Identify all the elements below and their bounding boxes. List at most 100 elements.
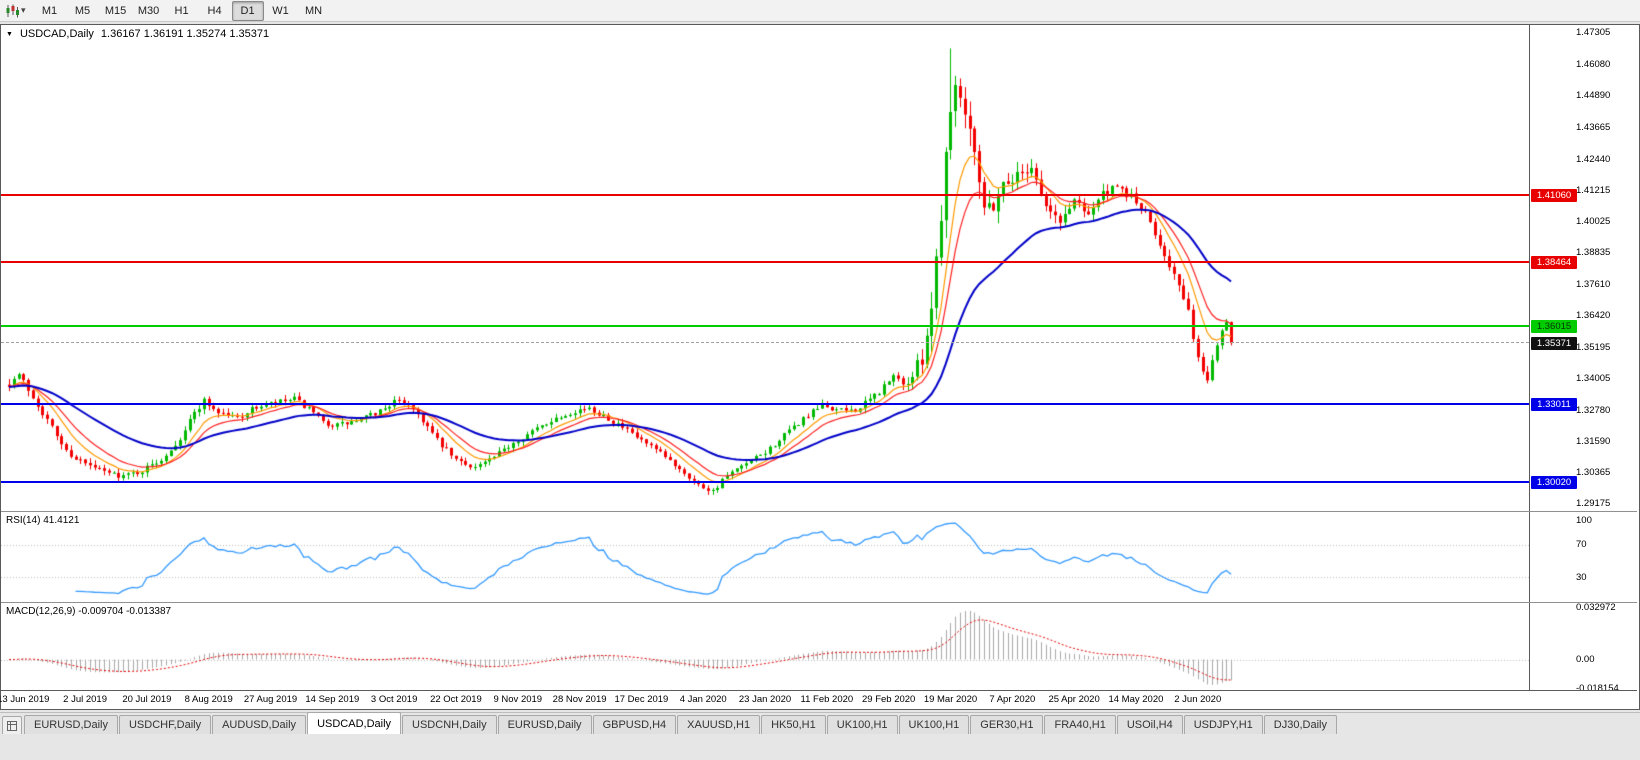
tab-audusd-daily[interactable]: AUDUSD,Daily bbox=[212, 715, 307, 734]
tab-usdchf-daily[interactable]: USDCHF,Daily bbox=[118, 715, 212, 734]
resistance-line[interactable] bbox=[1, 194, 1529, 196]
macd-axis-label: 0.00 bbox=[1576, 654, 1595, 666]
timeframe-buttons: M1 M5 M15 M30 H1 H4 D1 W1 MN bbox=[34, 0, 330, 21]
price-axis-label: 1.30365 bbox=[1576, 467, 1611, 479]
date-label: 2 Jun 2020 bbox=[1174, 694, 1222, 705]
timeframe-button-h4[interactable]: H4 bbox=[207, 4, 222, 17]
price-axis-label: 1.32780 bbox=[1576, 404, 1611, 416]
tab-usoil-h4[interactable]: USOil,H4 bbox=[1116, 715, 1183, 734]
date-label: 29 Feb 2020 bbox=[861, 694, 916, 705]
timeframe-toolbar: ▾ M1 M5 M15 M30 H1 H4 D1 W1 MN bbox=[0, 0, 1640, 22]
timeframe-button-mn[interactable]: MN bbox=[304, 4, 323, 17]
date-label: 14 May 2020 bbox=[1108, 694, 1164, 705]
rsi-axis-label: 70 bbox=[1576, 539, 1587, 551]
price-axis-label: 1.37610 bbox=[1576, 279, 1611, 291]
level-price-tag: 1.36015 bbox=[1531, 319, 1577, 333]
tab-usdcad-daily[interactable]: USDCAD,Daily bbox=[307, 712, 402, 734]
timeframe-button-m15[interactable]: M15 bbox=[104, 4, 127, 17]
tab-fra40-h1[interactable]: FRA40,H1 bbox=[1044, 715, 1116, 734]
timeframe-button-m1[interactable]: M1 bbox=[41, 4, 58, 17]
level-line[interactable] bbox=[1, 325, 1529, 327]
price-axis-label: 1.38835 bbox=[1576, 247, 1611, 259]
price-axis-label: 1.31590 bbox=[1576, 435, 1611, 447]
price-axis-label: 1.43665 bbox=[1576, 121, 1611, 133]
date-label: 28 Nov 2019 bbox=[552, 694, 607, 705]
tab-gbpusd-h4[interactable]: GBPUSD,H4 bbox=[592, 715, 677, 734]
current-price-line[interactable] bbox=[1, 342, 1529, 343]
chart-type-icon[interactable] bbox=[4, 3, 20, 19]
symbol-dropdown-icon[interactable]: ▼ bbox=[6, 30, 13, 38]
price-axis-label: 1.41215 bbox=[1576, 185, 1611, 197]
chart-window: ▼ USDCAD,Daily 1.36167 1.36191 1.35274 1… bbox=[0, 24, 1640, 710]
resistance-line[interactable] bbox=[1, 261, 1529, 263]
date-label: 22 Oct 2019 bbox=[430, 694, 482, 705]
chart-tabs: EURUSD,Daily USDCHF,Daily AUDUSD,Daily USDC… bbox=[24, 712, 1338, 734]
rsi-axis-label: 100 bbox=[1576, 514, 1592, 526]
macd-pane-canvas[interactable] bbox=[1, 603, 1529, 689]
tab-uk100-h1[interactable]: UK100,H1 bbox=[826, 715, 898, 734]
date-label: 20 Jul 2019 bbox=[122, 694, 172, 705]
tab-usdcnh-daily[interactable]: USDCNH,Daily bbox=[402, 715, 497, 734]
chart-title: ▼ USDCAD,Daily 1.36167 1.36191 1.35274 1… bbox=[6, 28, 269, 40]
tab-usdjpy-h1[interactable]: USDJPY,H1 bbox=[1183, 715, 1263, 734]
macd-axis-label: -0.018154 bbox=[1576, 682, 1619, 694]
macd-axis-label: 0.032972 bbox=[1576, 601, 1616, 613]
current-price-price-tag: 1.35371 bbox=[1531, 336, 1577, 350]
tab-eurusd-daily[interactable]: EURUSD,Daily bbox=[497, 715, 592, 734]
timeframe-button-m5[interactable]: M5 bbox=[74, 4, 91, 17]
tab-hk50-h1[interactable]: HK50,H1 bbox=[761, 715, 826, 734]
rsi-pane-canvas[interactable] bbox=[1, 512, 1529, 602]
date-label: 19 Mar 2020 bbox=[923, 694, 978, 705]
chart-tab-bar: EURUSD,Daily USDCHF,Daily AUDUSD,Daily USDC… bbox=[0, 712, 1640, 734]
support-price-tag: 1.33011 bbox=[1531, 397, 1577, 411]
price-axis-label: 1.34005 bbox=[1576, 372, 1611, 384]
tab-dj30-daily[interactable]: DJ30,Daily bbox=[1263, 715, 1337, 734]
tab-bar-icon[interactable] bbox=[2, 716, 22, 734]
rsi-indicator-label: RSI(14) 41.4121 bbox=[6, 515, 80, 526]
timeframe-button-w1[interactable]: W1 bbox=[272, 4, 289, 17]
support-price-tag: 1.30020 bbox=[1531, 475, 1577, 489]
date-label: 4 Jan 2020 bbox=[679, 694, 727, 705]
pane-separator[interactable] bbox=[1, 602, 1637, 603]
chart-ohlc-values: 1.36167 1.36191 1.35274 1.35371 bbox=[100, 28, 270, 40]
date-label: 7 Apr 2020 bbox=[989, 694, 1036, 705]
chart-type-dropdown-icon[interactable]: ▾ bbox=[21, 5, 26, 15]
date-label: 9 Nov 2019 bbox=[493, 694, 543, 705]
price-axis-label: 1.29175 bbox=[1576, 498, 1611, 510]
tab-uk100-h1[interactable]: UK100,H1 bbox=[898, 715, 970, 734]
support-line[interactable] bbox=[1, 403, 1529, 405]
time-axis: 13 Jun 2019 2 Jul 2019 20 Jul 2019 8 Aug 20… bbox=[0, 690, 1637, 709]
date-label: 8 Aug 2019 bbox=[184, 694, 233, 705]
price-axis-label: 1.40025 bbox=[1576, 216, 1611, 228]
tab-xauusd-h1[interactable]: XAUUSD,H1 bbox=[677, 715, 761, 734]
price-axis-label: 1.47305 bbox=[1576, 27, 1611, 39]
resistance-price-tag: 1.38464 bbox=[1531, 255, 1577, 269]
date-label: 2 Jul 2019 bbox=[63, 694, 107, 705]
timeframe-button-d1[interactable]: D1 bbox=[231, 0, 264, 21]
price-axis: 1.47305 1.46080 1.44890 1.43665 1.42440 1.412… bbox=[1529, 25, 1637, 694]
support-line[interactable] bbox=[1, 481, 1529, 483]
tab-ger30-h1[interactable]: GER30,H1 bbox=[970, 715, 1044, 734]
price-chart-canvas[interactable] bbox=[1, 25, 1529, 511]
date-label: 13 Jun 2019 bbox=[0, 694, 50, 705]
macd-indicator-label: MACD(12,26,9) -0.009704 -0.013387 bbox=[6, 606, 172, 617]
date-label: 11 Feb 2020 bbox=[800, 694, 854, 705]
resistance-price-tag: 1.41060 bbox=[1531, 188, 1577, 202]
timeframe-button-m30[interactable]: M30 bbox=[137, 4, 160, 17]
date-label: 3 Oct 2019 bbox=[370, 694, 418, 705]
price-axis-label: 1.44890 bbox=[1576, 89, 1611, 101]
pane-separator[interactable] bbox=[1, 511, 1637, 512]
date-label: 14 Sep 2019 bbox=[305, 694, 360, 705]
date-label: 25 Apr 2020 bbox=[1048, 694, 1100, 705]
tab-eurusd-daily[interactable]: EURUSD,Daily bbox=[24, 715, 118, 734]
rsi-axis-label: 30 bbox=[1576, 571, 1587, 583]
timeframe-button-h1[interactable]: H1 bbox=[174, 4, 189, 17]
chart-symbol-label: USDCAD,Daily bbox=[19, 28, 94, 40]
date-label: 23 Jan 2020 bbox=[738, 694, 792, 705]
price-axis-label: 1.46080 bbox=[1576, 59, 1611, 70]
date-label: 17 Dec 2019 bbox=[614, 694, 669, 705]
date-label: 27 Aug 2019 bbox=[243, 694, 298, 705]
price-axis-label: 1.36420 bbox=[1576, 310, 1611, 322]
price-axis-label: 1.42440 bbox=[1576, 153, 1611, 165]
price-axis-label: 1.35195 bbox=[1576, 341, 1611, 353]
